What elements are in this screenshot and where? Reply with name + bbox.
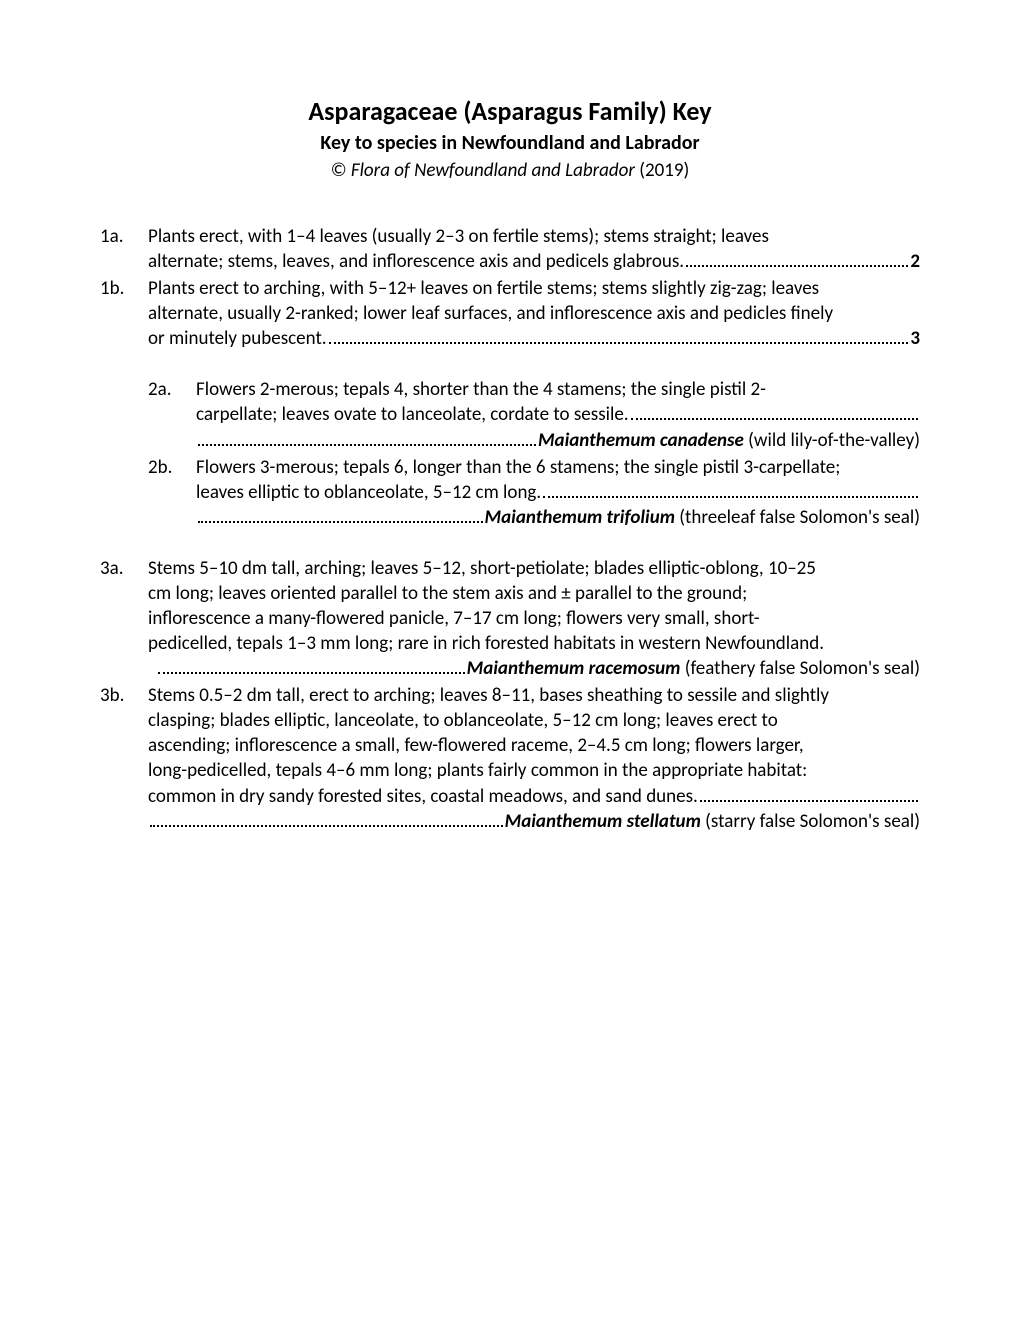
key-label: 2a. (148, 377, 196, 452)
species-name: Maianthemum trifolium (485, 506, 675, 529)
spacer (100, 532, 920, 556)
key-label: 3a. (100, 556, 148, 681)
title-attribution: © Flora of Newfoundland and Labrador (20… (100, 159, 920, 182)
leader-dots (158, 657, 465, 674)
key-text-pre: or minutely pubescent. (148, 326, 327, 351)
leader-dots (700, 784, 918, 801)
key-entry-3b: 3b. Stems 0.5–2 dm tall, erect to archin… (100, 683, 920, 833)
leader-line: alternate; stems, leaves, and infloresce… (148, 249, 920, 274)
leader-result: Maianthemum trifolium (threeleaf false S… (485, 505, 920, 530)
key-body: Stems 5–10 dm tall, arching; leaves 5–12… (148, 556, 920, 681)
key-text-line: long-pedicelled, tepals 4–6 mm long; pla… (148, 758, 920, 783)
leader-line: or minutely pubescent. 3 (148, 326, 920, 351)
result-number: 3 (910, 327, 920, 350)
leader-dots (631, 403, 918, 420)
leader-dots (329, 327, 909, 344)
leader-line: leaves elliptic to oblanceolate, 5–12 cm… (196, 480, 920, 505)
species-name: Maianthemum racemosum (467, 657, 681, 680)
leader-line: carpellate; leaves ovate to lanceolate, … (196, 402, 920, 427)
key-text-pre: alternate; stems, leaves, and infloresce… (148, 249, 684, 274)
common-name: (wild lily-of-the-valley) (744, 429, 920, 452)
key-text-line: Stems 5–10 dm tall, arching; leaves 5–12… (148, 556, 920, 581)
leader-line: Maianthemum trifolium (threeleaf false S… (196, 505, 920, 530)
leader-dots (198, 506, 483, 523)
key-entry-3a: 3a. Stems 5–10 dm tall, arching; leaves … (100, 556, 920, 681)
key-entry-1b: 1b. Plants erect to arching, with 5–12+ … (100, 276, 920, 351)
common-name: (starry false Solomon's seal) (701, 810, 920, 833)
key-text-line: Flowers 3-merous; tepals 6, longer than … (196, 455, 920, 480)
key-label: 3b. (100, 683, 148, 833)
leader-result: 3 (910, 326, 920, 351)
key-text-line: Stems 0.5–2 dm tall, erect to arching; l… (148, 683, 920, 708)
title-block: Asparagaceae (Asparagus Family) Key Key … (100, 95, 920, 182)
copyright-prefix: © (331, 159, 351, 182)
key-text-pre: common in dry sandy forested sites, coas… (148, 784, 698, 809)
key-text-line: pedicelled, tepals 1–3 mm long; rare in … (148, 631, 920, 656)
spacer (100, 353, 920, 377)
key-sub-entry-2a: 2a. Flowers 2-merous; tepals 4, shorter … (100, 377, 920, 452)
key-text-pre: leaves elliptic to oblanceolate, 5–12 cm… (196, 480, 541, 505)
key-label: 1a. (100, 224, 148, 274)
leader-dots (150, 810, 503, 827)
result-number: 2 (910, 250, 920, 273)
leader-dots (198, 428, 536, 445)
leader-result: Maianthemum stellatum (starry false Solo… (505, 809, 920, 834)
leader-result: 2 (910, 249, 920, 274)
key-body: Flowers 3-merous; tepals 6, longer than … (196, 455, 920, 530)
species-name: Maianthemum canadense (538, 429, 744, 452)
key-text-line: Flowers 2-merous; tepals 4, shorter than… (196, 377, 920, 402)
key-text-line: inflorescence a many-flowered panicle, 7… (148, 606, 920, 631)
key-text-line: Plants erect, with 1–4 leaves (usually 2… (148, 224, 920, 249)
key-text-line: alternate, usually 2-ranked; lower leaf … (148, 301, 920, 326)
key-entry-1a: 1a. Plants erect, with 1–4 leaves (usual… (100, 224, 920, 274)
key-body: Flowers 2-merous; tepals 4, shorter than… (196, 377, 920, 452)
key-text-line: Plants erect to arching, with 5–12+ leav… (148, 276, 920, 301)
key-body: Stems 0.5–2 dm tall, erect to arching; l… (148, 683, 920, 833)
leader-line: Maianthemum canadense (wild lily-of-the-… (196, 428, 920, 453)
leader-line: Maianthemum stellatum (starry false Solo… (148, 809, 920, 834)
flora-name: Flora of Newfoundland and Labrador (351, 159, 635, 182)
key-text-line: cm long; leaves oriented parallel to the… (148, 581, 920, 606)
species-name: Maianthemum stellatum (505, 810, 701, 833)
key-body: Plants erect to arching, with 5–12+ leav… (148, 276, 920, 351)
key-text-line: ascending; inflorescence a small, few-fl… (148, 733, 920, 758)
key-text-pre: carpellate; leaves ovate to lanceolate, … (196, 402, 629, 427)
flora-year: (2019) (635, 159, 689, 182)
common-name: (threeleaf false Solomon's seal) (675, 506, 920, 529)
key-body: Plants erect, with 1–4 leaves (usually 2… (148, 224, 920, 274)
key-label: 2b. (148, 455, 196, 530)
leader-line: Maianthemum racemosum (feathery false So… (148, 656, 920, 681)
key-label: 1b. (100, 276, 148, 351)
leader-dots (543, 481, 918, 498)
leader-dots (686, 250, 908, 267)
key-sub-entry-2b: 2b. Flowers 3-merous; tepals 6, longer t… (100, 455, 920, 530)
leader-result: Maianthemum racemosum (feathery false So… (467, 656, 920, 681)
key-text-line: clasping; blades elliptic, lanceolate, t… (148, 708, 920, 733)
leader-line: common in dry sandy forested sites, coas… (148, 784, 920, 809)
title-main: Asparagaceae (Asparagus Family) Key (100, 95, 920, 127)
common-name: (feathery false Solomon's seal) (680, 657, 920, 680)
leader-result: Maianthemum canadense (wild lily-of-the-… (538, 428, 920, 453)
title-sub: Key to species in Newfoundland and Labra… (100, 131, 920, 155)
